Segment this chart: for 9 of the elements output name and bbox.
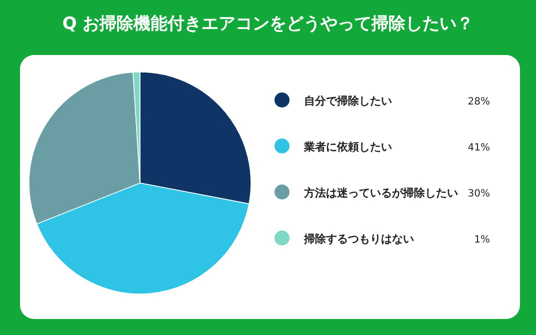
data-label: 30% xyxy=(468,188,490,200)
data-label: 28% xyxy=(468,96,490,108)
chart-title: Q お掃除機能付きエアコンをどうやって掃除したい？ xyxy=(62,14,474,34)
legend-label: 方法は迷っているが掃除したい xyxy=(303,186,458,200)
legend-label: 自分で掃除したい xyxy=(304,94,392,108)
legend-label: 掃除するつもりはない xyxy=(303,232,414,246)
data-label: 41% xyxy=(468,142,490,154)
legend-label: 業者に依頼したい xyxy=(303,140,392,154)
data-label: 1% xyxy=(474,234,490,246)
